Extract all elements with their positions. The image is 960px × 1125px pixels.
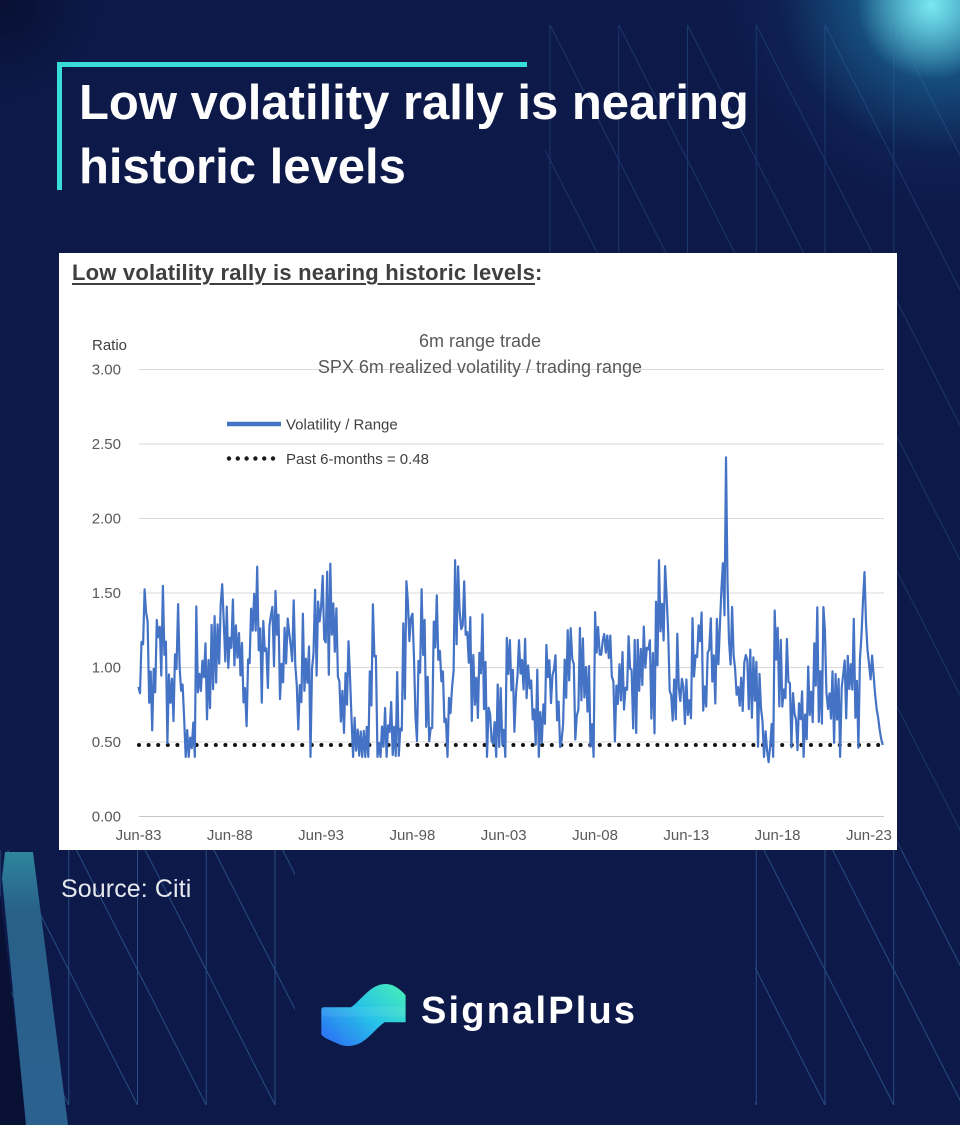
svg-text:Jun-13: Jun-13 (663, 827, 709, 844)
svg-text:Jun-98: Jun-98 (389, 827, 435, 844)
svg-text:Past 6-months = 0.48: Past 6-months = 0.48 (286, 451, 429, 468)
svg-text:2.00: 2.00 (92, 511, 121, 528)
svg-text:Volatility / Range: Volatility / Range (286, 417, 398, 434)
svg-text:Jun-03: Jun-03 (481, 827, 527, 844)
svg-text:Jun-93: Jun-93 (298, 827, 344, 844)
svg-text:0.50: 0.50 (92, 734, 121, 751)
svg-text:Jun-83: Jun-83 (116, 827, 162, 844)
svg-text:1.00: 1.00 (92, 660, 121, 677)
svg-text:1.50: 1.50 (92, 585, 121, 602)
svg-text:6m range trade: 6m range trade (419, 331, 541, 351)
svg-text:Jun-18: Jun-18 (755, 827, 801, 844)
svg-text:Jun-88: Jun-88 (207, 827, 253, 844)
svg-text:3.00: 3.00 (92, 362, 121, 379)
svg-text:Ratio: Ratio (92, 337, 127, 354)
svg-text:Jun-23: Jun-23 (846, 827, 892, 844)
svg-text:2.50: 2.50 (92, 436, 121, 453)
svg-text:SPX 6m realized volatility / t: SPX 6m realized volatility / trading ran… (318, 357, 642, 377)
svg-text:Jun-08: Jun-08 (572, 827, 618, 844)
svg-text:0.00: 0.00 (92, 809, 121, 826)
